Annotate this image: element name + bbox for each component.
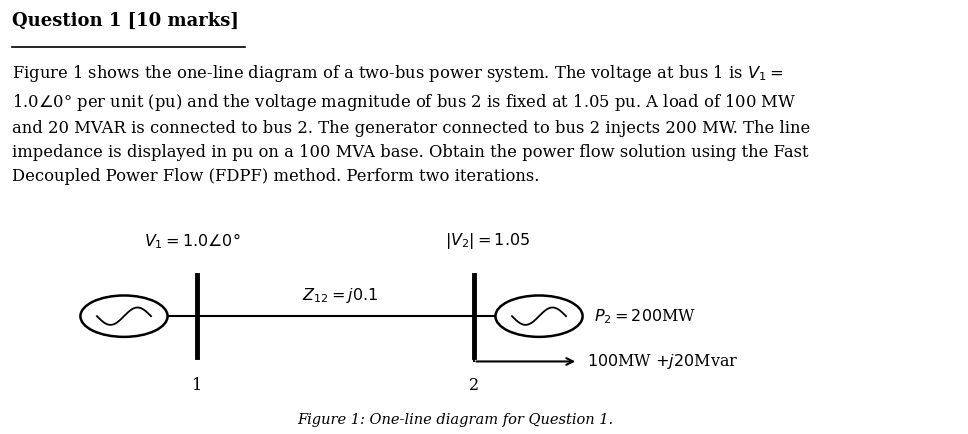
Text: Question 1 [10 marks]: Question 1 [10 marks] <box>13 12 239 30</box>
Text: $|V_2| = 1.05$: $|V_2| = 1.05$ <box>444 231 529 251</box>
Text: $Z_{12} = j0.1$: $Z_{12} = j0.1$ <box>302 286 378 306</box>
Text: $V_1 = 1.0\angle 0°$: $V_1 = 1.0\angle 0°$ <box>144 232 240 251</box>
Text: 1: 1 <box>192 377 201 394</box>
Text: $100$MW $+ j20$Mvar: $100$MW $+ j20$Mvar <box>588 352 739 371</box>
Text: Figure 1: One-line diagram for Question 1.: Figure 1: One-line diagram for Question … <box>297 414 614 427</box>
Text: 2: 2 <box>469 377 479 394</box>
Text: $P_2 = 200$MW: $P_2 = 200$MW <box>593 307 696 326</box>
Text: Figure 1 shows the one-line diagram of a two-bus power system. The voltage at bu: Figure 1 shows the one-line diagram of a… <box>13 62 810 185</box>
